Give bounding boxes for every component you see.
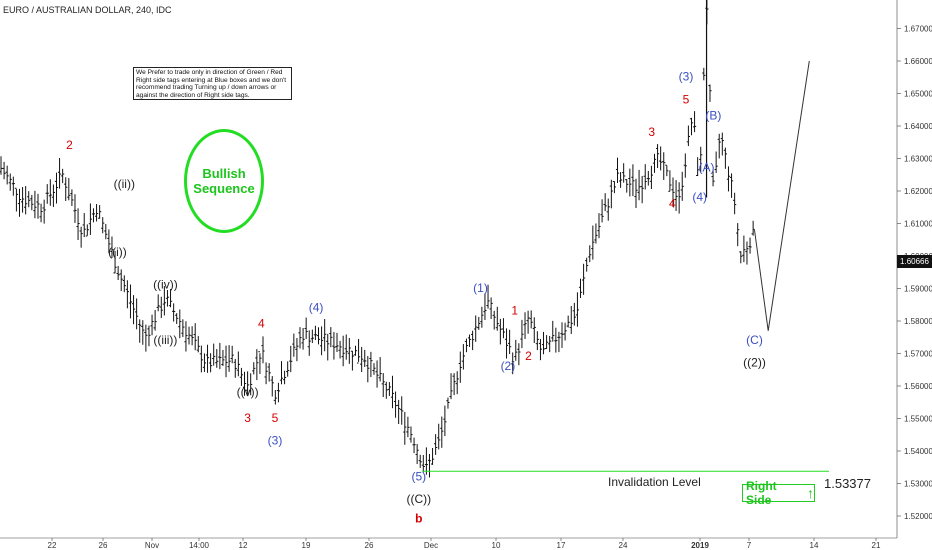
y-tick-label: 1.52000 — [904, 512, 932, 521]
y-tick-label: 1.59000 — [904, 285, 932, 294]
x-tick-label: 24 — [619, 541, 628, 550]
wave-label: (1) — [473, 281, 488, 295]
x-tick-label: 22 — [48, 541, 57, 550]
right-side-tag: Right Side ↑ — [742, 479, 815, 507]
wave-label: ((i)) — [108, 245, 127, 259]
x-tick-label: 14 — [810, 541, 819, 550]
wave-label: (3) — [679, 70, 694, 84]
note-line-4: against the direction of Right side tags… — [136, 92, 250, 100]
wave-label: (C) — [746, 333, 763, 347]
y-tick-label: 1.68000 — [904, 0, 932, 1]
y-tick-label: 1.63000 — [904, 155, 932, 164]
wave-label: (5) — [412, 469, 427, 483]
x-tick-label: 10 — [492, 541, 501, 550]
y-tick-label: 1.56000 — [904, 382, 932, 391]
note-line-2: Right side tags entering at Blue boxes a… — [136, 76, 287, 84]
wave-label: ((C)) — [407, 492, 432, 506]
y-tick-label: 1.54000 — [904, 447, 932, 456]
wave-label: 4 — [258, 317, 265, 331]
bullish-line-2: Sequence — [193, 181, 255, 196]
bullish-line-1: Bullish — [202, 166, 246, 181]
x-tick-label: 19 — [302, 541, 311, 550]
wave-label: 2 — [66, 138, 73, 152]
x-tick-label: 21 — [872, 541, 881, 550]
y-tick-label: 1.65000 — [904, 90, 932, 99]
wave-label: ((v)) — [237, 385, 259, 399]
chart-title: EURO / AUSTRALIAN DOLLAR, 240, IDC — [3, 5, 172, 15]
wave-label: 4 — [669, 196, 676, 210]
y-tick-label: 1.61000 — [904, 220, 932, 229]
wave-label: (4) — [309, 300, 324, 314]
x-tick-label: 26 — [99, 541, 108, 550]
wave-label: ((2)) — [743, 356, 766, 370]
x-tick-label: 14:00 — [189, 541, 210, 550]
y-tick-label: 1.57000 — [904, 350, 932, 359]
y-tick-label: 1.66000 — [904, 57, 932, 66]
note-line-1: We Prefer to trade only in direction of … — [136, 69, 283, 76]
y-tick-label: 1.58000 — [904, 317, 932, 326]
y-tick-label: 1.55000 — [904, 415, 932, 424]
y-tick-label: 1.67000 — [904, 25, 932, 34]
wave-label: 5 — [683, 92, 690, 106]
y-tick-label: 1.64000 — [904, 122, 932, 131]
wave-label: ((iii)) — [153, 333, 177, 347]
wave-label: 3 — [648, 125, 655, 139]
projection-path — [754, 60, 810, 331]
wave-label: (B) — [705, 109, 721, 123]
y-tick-label: 1.62000 — [904, 187, 932, 196]
x-tick-label: 12 — [239, 541, 248, 550]
y-axis-ticks: 1.52000 1.53000 1.54000 1.55000 1.56000 1.570… — [897, 0, 932, 521]
wave-label: 2 — [525, 349, 532, 363]
last-price-tag: 1.60666 — [897, 255, 932, 268]
wave-labels: 2 ((ii)) ((i)) ((iv)) ((iii)) 4 ((v)) 3 5 (3) (4) (… — [66, 70, 766, 526]
up-arrow-icon: ↑ — [807, 485, 814, 501]
wave-label: (4) — [692, 190, 707, 204]
trading-note: We Prefer to trade only in direction of … — [133, 67, 292, 100]
x-tick-label: 17 — [557, 541, 566, 550]
ohlc-bars — [0, 0, 755, 478]
wave-label: 5 — [272, 411, 279, 425]
invalidation-label: Invalidation Level — [608, 475, 701, 489]
x-tick-label: 2019 — [691, 541, 709, 550]
wave-label: (A) — [699, 161, 715, 175]
x-tick-label: Dec — [424, 541, 438, 550]
x-axis-ticks: 22 26 Nov 14:00 12 19 26 Dec 10 17 24 2019 7 14 21 — [48, 538, 881, 550]
wave-label: b — [415, 512, 422, 526]
x-tick-label: 7 — [747, 541, 752, 550]
x-tick-label: Nov — [145, 541, 159, 550]
wave-label: (2) — [501, 359, 516, 373]
x-tick-label: 26 — [365, 541, 374, 550]
note-line-3: recommend trading Turning up / down arro… — [136, 84, 277, 92]
right-side-label: Right Side — [746, 479, 777, 507]
invalidation-value: 1.53377 — [824, 476, 871, 491]
wave-label: 1 — [511, 304, 518, 318]
y-tick-label: 1.53000 — [904, 480, 932, 489]
wave-label: 3 — [244, 411, 251, 425]
wave-label: ((iv)) — [153, 278, 178, 292]
bullish-sequence-badge: Bullish Sequence — [184, 129, 264, 233]
wave-overlay — [422, 60, 829, 472]
wave-label: (3) — [268, 434, 283, 448]
wave-label: ((ii)) — [114, 177, 135, 191]
